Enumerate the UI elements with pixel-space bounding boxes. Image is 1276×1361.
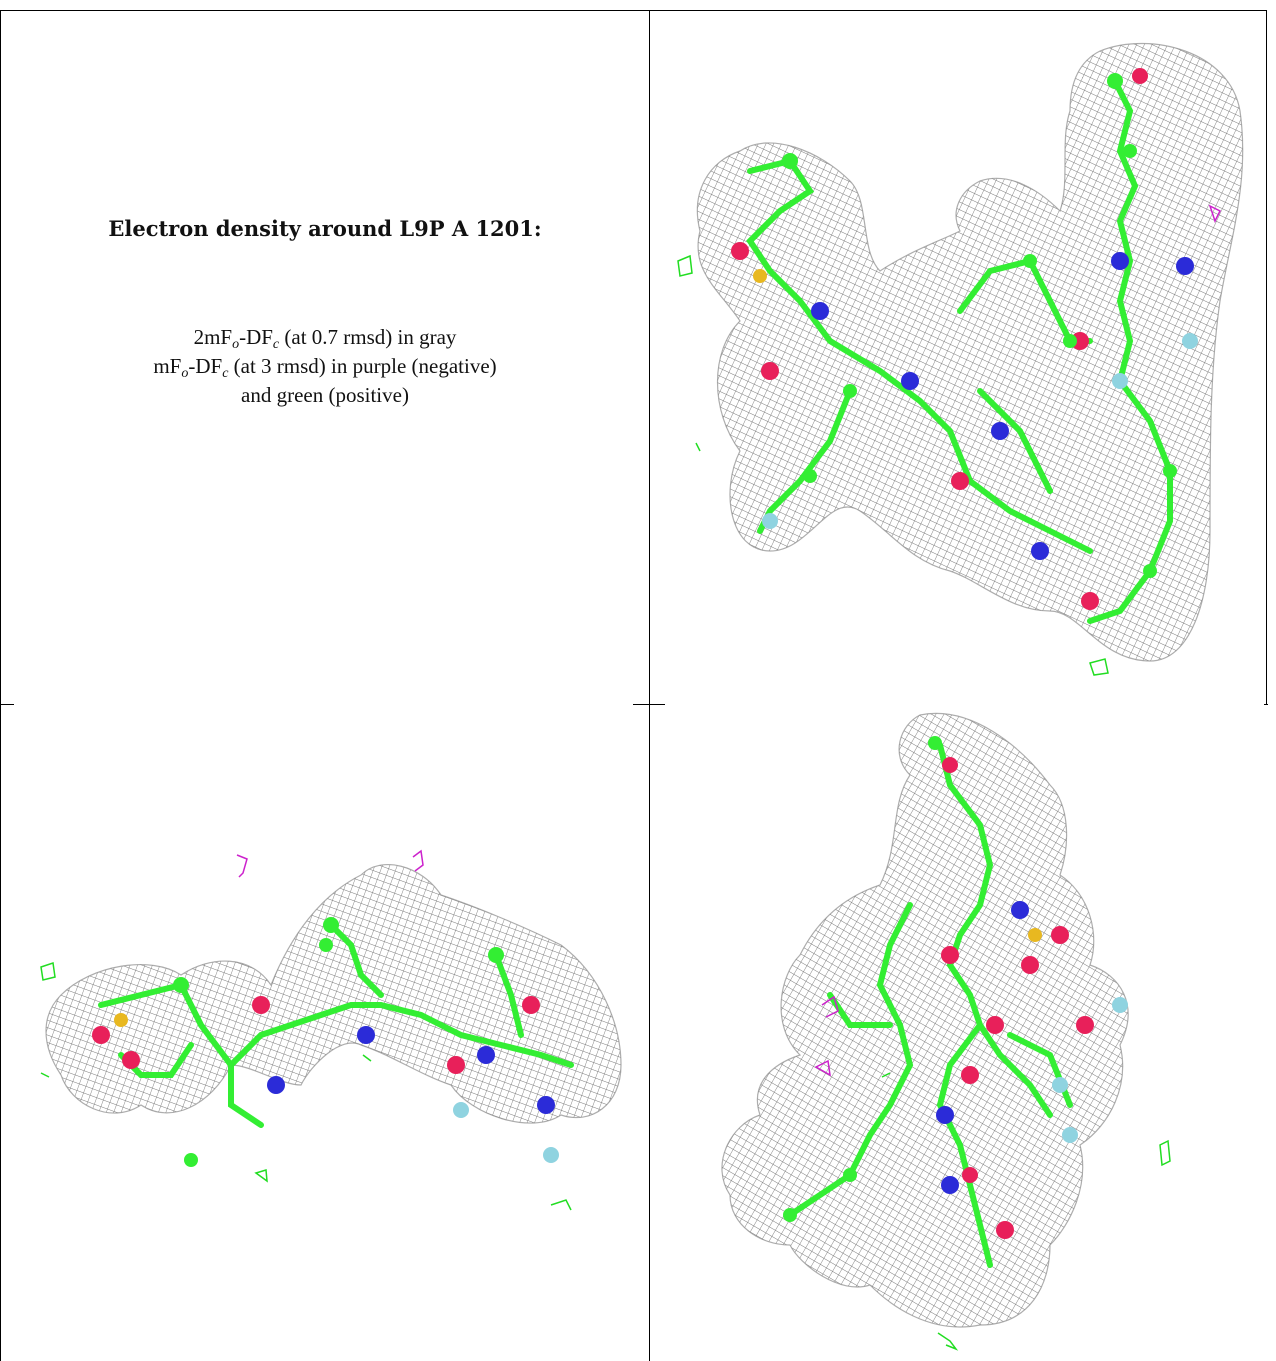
- legend-line-colors: and green (positive): [241, 383, 409, 407]
- density-view-bottom-left: [1, 705, 649, 1361]
- molecule-atoms-2: [92, 917, 559, 1167]
- legend-line1-sub-o: o: [232, 337, 240, 352]
- legend-line2-prefix: mF: [153, 354, 182, 378]
- frame-middle-tick-center: [633, 704, 665, 705]
- frame-center-divider: [649, 10, 650, 1361]
- molecule-bonds-2: [98, 922, 574, 1128]
- legend-panel: Electron density around L9P A 1201: 2mFo…: [1, 11, 649, 704]
- difference-density-blobs-1: [677, 254, 1109, 676]
- molecule-view-3-svg: [721, 712, 1171, 1351]
- frame-left-border: [0, 10, 1, 1361]
- legend-line-difference-map: mFo-DFc (at 3 rmsd) in purple (negative): [1, 352, 649, 381]
- difference-density-negative-3: [814, 995, 839, 1077]
- legend-line2-sub-c: c: [222, 366, 229, 381]
- frame-middle-tick-right: [1264, 704, 1268, 705]
- density-view-bottom-right: [650, 705, 1266, 1361]
- molecule-view-2-svg: [40, 849, 622, 1211]
- frame-right-border: [1266, 10, 1267, 704]
- density-mesh-3: [721, 712, 1129, 1328]
- frame-middle-tick-left: [0, 704, 14, 705]
- legend-line2-mid: -DF: [188, 354, 223, 378]
- molecule-atoms-3: [783, 736, 1128, 1239]
- frame-top-border: [0, 10, 1266, 11]
- density-view-top-right: [650, 11, 1266, 704]
- legend-line1-suffix: (at 0.7 rmsd) in gray: [279, 325, 457, 349]
- difference-density-negative-2: [236, 849, 424, 878]
- legend-title: Electron density around L9P A 1201:: [108, 216, 542, 241]
- legend-line1-mid: -DF: [239, 325, 273, 349]
- difference-density-negative-1: [1208, 204, 1222, 223]
- legend-line1-prefix: 2mF: [193, 325, 233, 349]
- legend-body: 2mFo-DFc (at 0.7 rmsd) in gray mFo-DFc (…: [1, 323, 649, 410]
- legend-line2-suffix: (at 3 rmsd) in purple (negative): [228, 354, 497, 378]
- legend-line1-sub-c: c: [272, 337, 280, 352]
- difference-density-positive-3: [881, 1072, 1171, 1351]
- density-mesh-2: [45, 864, 622, 1124]
- density-mesh-1: [696, 42, 1244, 662]
- difference-density-positive-2: [40, 962, 572, 1211]
- legend-line-gray-map: 2mFo-DFc (at 0.7 rmsd) in gray: [1, 323, 649, 352]
- legend-line2-sub-o: o: [181, 366, 189, 381]
- molecule-view-1-svg: [677, 42, 1244, 676]
- molecule-atoms-1: [731, 68, 1198, 610]
